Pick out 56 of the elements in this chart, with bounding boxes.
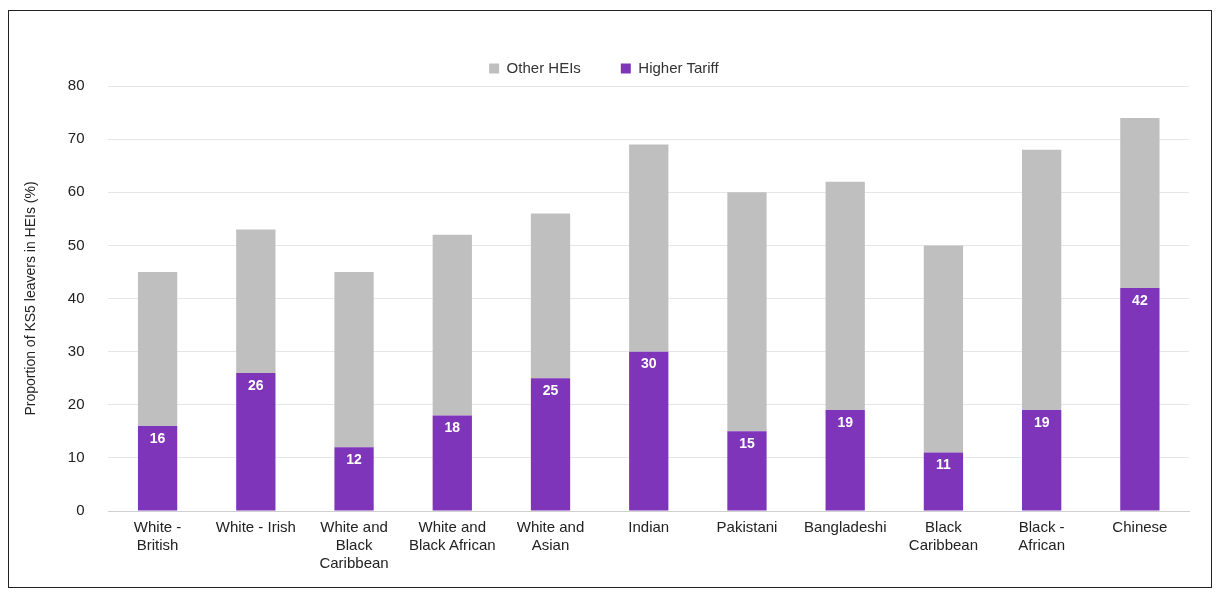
y-tick-label: 20 [67,394,85,412]
y-tick-label: 60 [67,182,85,200]
bar [530,213,571,379]
data-label: 25 [542,382,559,399]
bar [825,181,865,411]
y-tick-label: 10 [67,448,85,466]
bar [923,245,964,453]
bar [334,447,374,511]
bar [629,351,669,511]
x-tick-label: White and Asian [516,518,585,554]
bar [236,229,276,373]
bar [530,378,571,511]
y-tick-label: 40 [67,288,85,306]
x-tick-label: Chinese [1112,518,1168,536]
bar [1120,117,1160,288]
bar [923,452,964,511]
y-axis-title: Proportion of KS5 leavers in HEIs (%) [22,181,39,416]
x-tick-label: Black - African [1018,518,1065,554]
x-tick-label: Bangladeshi [803,518,887,536]
x-tick-label: Indian [628,518,670,536]
legend-label: Other HEIs [506,58,581,76]
data-label: 19 [837,413,854,430]
legend-label: Higher Tariff [638,58,720,76]
y-tick-label: 0 [76,501,85,519]
y-tick-label: 50 [67,235,85,253]
bar [1022,149,1062,411]
bar [1120,287,1160,511]
x-tick-label: White and Black African [408,518,496,554]
bar [432,415,472,511]
bar [825,410,865,511]
x-tick-label: Black Caribbean [908,518,979,554]
bar [727,192,767,432]
x-tick-label: White and Black Caribbean [319,518,389,572]
x-tick-label: White - British [133,518,182,554]
x-tick-label: White - Irish [215,518,296,536]
data-label: 18 [444,419,461,436]
data-label: 11 [936,456,952,473]
x-tick-label: Pakistani [716,518,778,536]
bar [137,271,178,426]
bar [1022,410,1062,511]
data-label: 30 [640,355,657,372]
y-tick-label: 70 [67,129,85,147]
data-label: 15 [739,435,755,452]
bar [236,372,276,511]
y-tick-label: 80 [67,76,85,94]
data-label: 19 [1033,413,1050,430]
data-label: 26 [248,376,264,393]
data-label: 42 [1132,291,1148,308]
data-label: 16 [149,429,166,446]
data-label: 12 [346,451,363,468]
bar [727,431,767,511]
bar [334,271,374,448]
bar [137,426,178,511]
y-tick-label: 30 [67,341,85,359]
bar [432,234,472,416]
bar [629,144,669,352]
